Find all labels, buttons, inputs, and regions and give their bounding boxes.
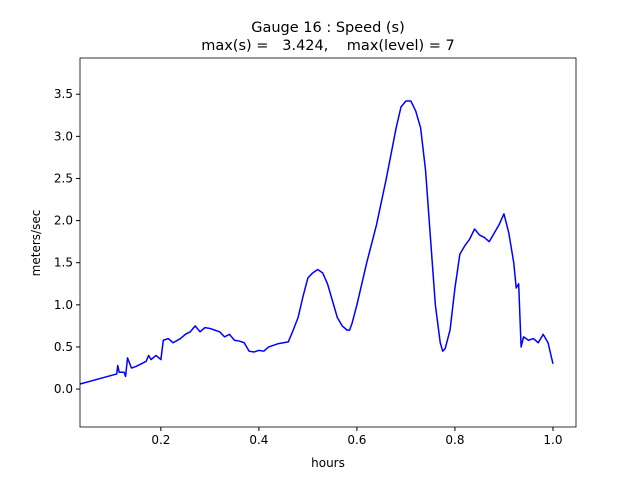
y-tick-label: 0.5 xyxy=(54,340,73,354)
x-tick-label: 1.0 xyxy=(543,433,562,447)
x-axis-label: hours xyxy=(311,456,345,470)
y-axis-label: meters/sec xyxy=(29,210,43,277)
data-line xyxy=(79,100,554,385)
y-tick-label: 1.5 xyxy=(54,256,73,270)
y-tick-label: 3.0 xyxy=(54,129,73,143)
x-tick-label: 0.8 xyxy=(445,433,464,447)
x-tick-label: 0.2 xyxy=(151,433,170,447)
chart-title: Gauge 16 : Speed (s) xyxy=(251,20,405,36)
y-tick-label: 3.5 xyxy=(54,87,73,101)
x-tick-label: 0.6 xyxy=(347,433,366,447)
y-tick-label: 0.0 xyxy=(54,382,73,396)
x-tick-label: 0.4 xyxy=(249,433,268,447)
chart-subtitle: max(s) = 3.424, max(level) = 7 xyxy=(201,38,455,54)
y-tick-label: 2.5 xyxy=(54,171,73,185)
y-tick-label: 2.0 xyxy=(54,214,73,228)
y-tick-label: 1.0 xyxy=(54,298,73,312)
plot-frame xyxy=(79,57,577,428)
